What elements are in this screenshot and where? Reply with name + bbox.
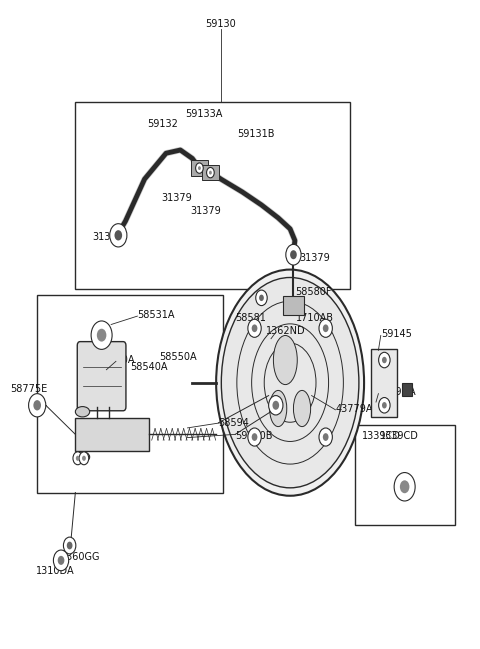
Bar xyxy=(283,296,304,315)
Circle shape xyxy=(82,456,86,461)
Bar xyxy=(202,165,219,180)
Circle shape xyxy=(110,224,127,247)
Text: 1360GG: 1360GG xyxy=(61,552,100,562)
Bar xyxy=(355,424,455,525)
Circle shape xyxy=(252,324,257,332)
Circle shape xyxy=(382,402,387,408)
Text: 1339CD: 1339CD xyxy=(362,431,401,441)
Circle shape xyxy=(91,321,112,349)
Text: 59130: 59130 xyxy=(205,19,236,29)
Ellipse shape xyxy=(270,391,287,426)
Bar xyxy=(75,418,149,450)
Circle shape xyxy=(248,428,261,446)
Circle shape xyxy=(76,456,80,461)
Circle shape xyxy=(58,556,64,565)
Text: 58581: 58581 xyxy=(235,313,266,323)
Circle shape xyxy=(259,295,264,301)
Circle shape xyxy=(79,452,89,465)
Circle shape xyxy=(209,171,212,175)
Circle shape xyxy=(269,396,283,415)
Bar xyxy=(191,160,208,176)
Ellipse shape xyxy=(274,336,297,385)
Circle shape xyxy=(252,433,257,441)
Text: 1362ND: 1362ND xyxy=(266,326,306,336)
Text: 31379: 31379 xyxy=(92,232,123,242)
Circle shape xyxy=(34,400,41,410)
Text: 59133A: 59133A xyxy=(185,110,223,119)
Circle shape xyxy=(290,250,297,259)
Text: 31379: 31379 xyxy=(161,193,192,204)
Ellipse shape xyxy=(216,269,364,496)
Circle shape xyxy=(379,398,390,413)
Circle shape xyxy=(286,245,301,265)
Circle shape xyxy=(67,542,72,550)
Text: 1310DA: 1310DA xyxy=(36,567,74,576)
Text: 58550A: 58550A xyxy=(159,352,196,361)
Circle shape xyxy=(323,433,328,441)
Circle shape xyxy=(196,163,203,173)
Bar xyxy=(371,349,397,417)
Text: 58540A: 58540A xyxy=(130,361,168,371)
Text: 1710AB: 1710AB xyxy=(296,313,334,323)
Text: 43779A: 43779A xyxy=(336,404,373,413)
Text: 1339GA: 1339GA xyxy=(378,387,417,397)
Circle shape xyxy=(379,352,390,368)
Text: 58580F: 58580F xyxy=(295,288,331,297)
Circle shape xyxy=(97,328,107,341)
Circle shape xyxy=(73,452,83,465)
Circle shape xyxy=(63,537,76,554)
Text: 31379: 31379 xyxy=(190,206,221,216)
Circle shape xyxy=(256,290,267,306)
Circle shape xyxy=(319,319,332,337)
Bar xyxy=(37,295,223,493)
Circle shape xyxy=(394,472,415,501)
Text: 58510A: 58510A xyxy=(97,355,134,365)
Text: 59132: 59132 xyxy=(147,119,178,129)
Text: 59131B: 59131B xyxy=(238,129,275,139)
Circle shape xyxy=(273,400,279,410)
Ellipse shape xyxy=(221,278,359,488)
Circle shape xyxy=(382,357,387,363)
Text: 1339CD: 1339CD xyxy=(381,432,420,441)
Bar xyxy=(75,101,350,289)
Circle shape xyxy=(29,394,46,417)
Text: 58775E: 58775E xyxy=(10,384,47,394)
Circle shape xyxy=(115,230,122,241)
FancyBboxPatch shape xyxy=(77,341,126,411)
Ellipse shape xyxy=(75,406,90,417)
Circle shape xyxy=(400,480,409,493)
Bar xyxy=(402,383,412,396)
Text: 58594: 58594 xyxy=(218,418,250,428)
Circle shape xyxy=(53,550,69,570)
Circle shape xyxy=(198,166,201,170)
Ellipse shape xyxy=(75,452,90,462)
Circle shape xyxy=(248,319,261,337)
Ellipse shape xyxy=(293,391,311,426)
Circle shape xyxy=(206,167,214,178)
Circle shape xyxy=(323,324,328,332)
Text: 59145: 59145 xyxy=(381,329,412,339)
Circle shape xyxy=(319,428,332,446)
Text: 31379: 31379 xyxy=(300,253,330,263)
Text: 59110B: 59110B xyxy=(235,431,273,441)
Text: 58531A: 58531A xyxy=(137,310,175,320)
